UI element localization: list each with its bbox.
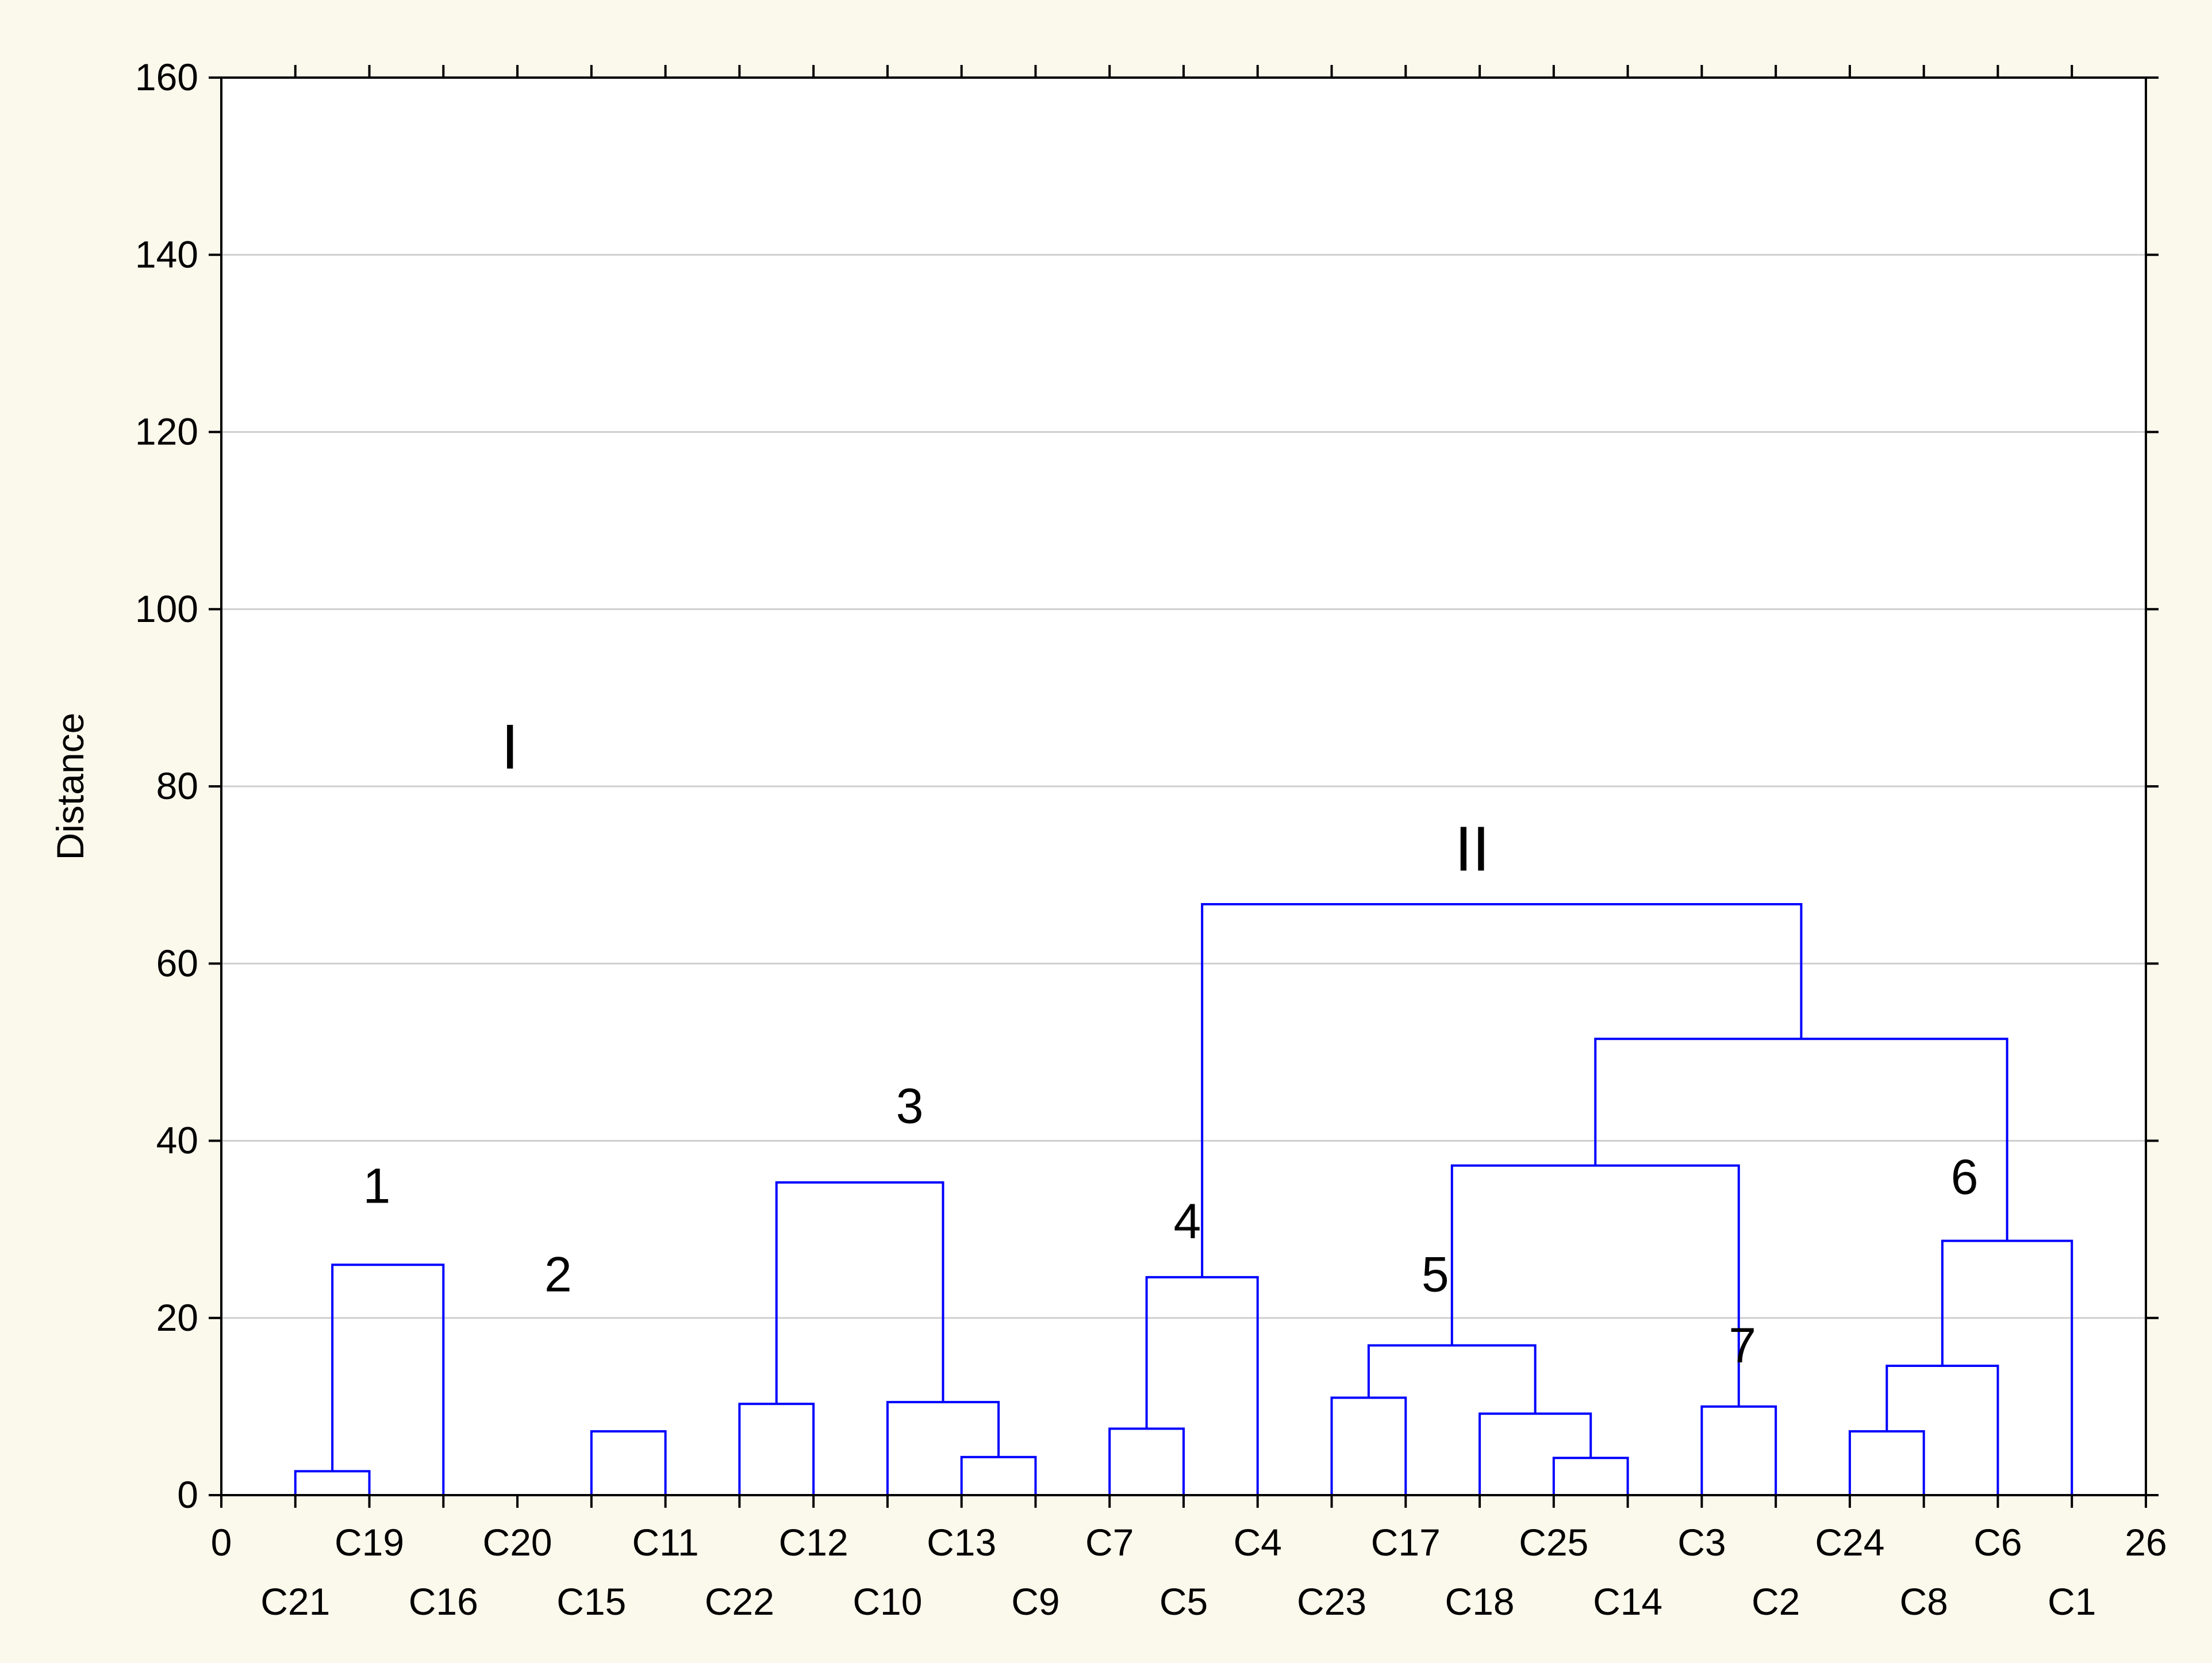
dendrogram-link xyxy=(1367,1344,1537,1414)
y-tick-label: 40 xyxy=(156,1119,198,1162)
cluster-annotation: 5 xyxy=(1422,1247,1449,1303)
y-tick-label: 80 xyxy=(156,765,198,807)
leaf-label: C19 xyxy=(335,1521,404,1564)
leaf-label: C16 xyxy=(409,1580,478,1623)
y-axis-label: Distance xyxy=(49,713,91,861)
y-tick-label: 120 xyxy=(135,410,198,453)
cluster-annotation: 1 xyxy=(363,1158,390,1213)
leaf-label: C21 xyxy=(260,1580,330,1623)
leaf-label: C12 xyxy=(779,1521,848,1564)
leaf-label: C5 xyxy=(1159,1580,1208,1623)
y-tick-label: 60 xyxy=(156,942,198,984)
leaf-label: C9 xyxy=(1011,1580,1059,1623)
leaf-label: C11 xyxy=(632,1521,699,1564)
leaf-label: C15 xyxy=(556,1580,626,1623)
cluster-annotation: II xyxy=(1455,813,1490,884)
leaf-label: C22 xyxy=(705,1580,774,1623)
leaf-label: C23 xyxy=(1297,1580,1366,1623)
leaf-label: C2 xyxy=(1752,1580,1800,1623)
dendrogram-link xyxy=(1450,1164,1740,1407)
branch-layer xyxy=(294,902,2073,1495)
dendrogram-link xyxy=(886,1401,1000,1495)
grid-layer xyxy=(221,254,2146,1319)
dendrogram-link xyxy=(960,1455,1037,1495)
y-tick-label: 140 xyxy=(135,233,198,275)
dendrogram-link xyxy=(1201,902,1803,1277)
leaf-label: C24 xyxy=(1815,1521,1884,1564)
y-tick-label: 160 xyxy=(135,56,198,98)
dendrogram-link xyxy=(775,1181,944,1404)
cluster-annotation: 3 xyxy=(896,1079,924,1134)
dendrogram-link xyxy=(1108,1427,1185,1495)
dendrogram-link xyxy=(294,1470,371,1495)
leaf-label: C14 xyxy=(1593,1580,1662,1623)
dendrogram-link xyxy=(1552,1457,1629,1495)
x-tick-label: 26 xyxy=(2125,1521,2167,1564)
leaf-label: C17 xyxy=(1371,1521,1441,1564)
leaf-label: C1 xyxy=(2048,1580,2096,1623)
x-tick-label: 0 xyxy=(211,1521,232,1564)
leaf-label: C25 xyxy=(1519,1521,1588,1564)
y-tick-label: 100 xyxy=(135,587,198,630)
y-tick-label: 20 xyxy=(156,1296,198,1339)
leaf-label: C20 xyxy=(483,1521,552,1564)
leaf-label: C13 xyxy=(927,1521,996,1564)
y-tick-label: 0 xyxy=(177,1473,198,1516)
leaf-label: C4 xyxy=(1234,1521,1282,1564)
cluster-annotation: 2 xyxy=(544,1247,572,1303)
leaf-label: C7 xyxy=(1085,1521,1134,1564)
dendrogram-link xyxy=(1594,1038,2009,1241)
dendrogram-link xyxy=(331,1263,445,1495)
dendrogram-link xyxy=(1700,1405,1777,1495)
leaf-label: C6 xyxy=(1973,1521,2022,1564)
dendrogram-link xyxy=(1885,1364,1999,1495)
cluster-annotation: 4 xyxy=(1174,1194,1201,1249)
leaf-label: C3 xyxy=(1677,1521,1726,1564)
dendrogram-link xyxy=(1478,1412,1592,1495)
dendrogram-link xyxy=(590,1430,667,1495)
leaf-label: C10 xyxy=(852,1580,922,1623)
cluster-annotation: 6 xyxy=(1951,1150,1979,1205)
cluster-annotation: 7 xyxy=(1729,1318,1756,1373)
tick-layer xyxy=(209,65,2159,1508)
cluster-annotation: I xyxy=(501,712,519,782)
leaf-label: C8 xyxy=(1900,1580,1948,1623)
leaf-label: C18 xyxy=(1445,1580,1515,1623)
